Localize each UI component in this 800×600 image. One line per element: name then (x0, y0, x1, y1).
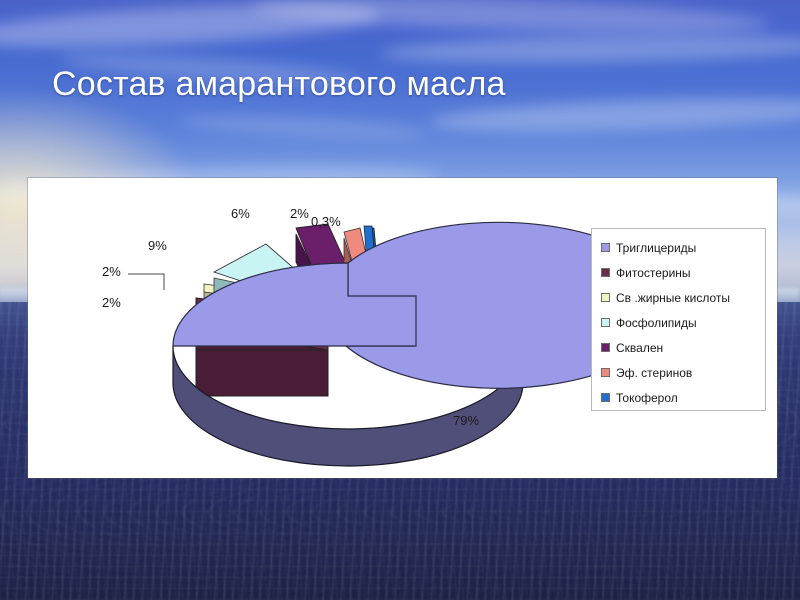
legend-item-sterol-esters[interactable]: Эф. стеринов (601, 360, 765, 385)
slide-title: Состав амарантового масла (52, 65, 506, 103)
legend-swatch-icon (601, 318, 610, 327)
slice-triglycerides (172, 221, 608, 467)
pie-chart: 2% 2% 9% 6% 2% 0,3% 79% (28, 178, 608, 478)
legend-swatch-icon (601, 243, 610, 252)
legend-item-triglycerides[interactable]: Триглицериды (601, 235, 765, 260)
legend-swatch-icon (601, 293, 610, 302)
legend-label: Св .жирные кислоты (616, 290, 730, 305)
legend-label: Сквален (616, 340, 664, 355)
legend-swatch-icon (601, 268, 610, 277)
label-squalene: 6% (231, 206, 250, 221)
chart-legend: Триглицериды Фитостерины Св .жирные кисл… (591, 228, 766, 411)
legend-swatch-icon (601, 393, 610, 402)
legend-swatch-icon (601, 343, 610, 352)
legend-label: Триглицериды (616, 240, 697, 255)
legend-item-phospholipids[interactable]: Фосфолипиды (601, 310, 765, 335)
legend-item-phytosterols[interactable]: Фитостерины (601, 260, 765, 285)
legend-label: Эф. стеринов (616, 365, 693, 380)
label-triglycerides: 79% (453, 413, 480, 428)
legend-label: Фосфолипиды (616, 315, 697, 330)
label-phytosterols: 2% (102, 295, 121, 310)
legend-item-free-fatty-acids[interactable]: Св .жирные кислоты (601, 285, 765, 310)
legend-label: Фитостерины (616, 265, 691, 280)
leader-line-free-fatty-acids (128, 273, 165, 290)
pie-chart-svg (172, 221, 608, 467)
chart-panel: 2% 2% 9% 6% 2% 0,3% 79% Триглицериды Фит… (28, 178, 777, 478)
legend-item-squalene[interactable]: Сквален (601, 335, 765, 360)
label-free-fatty-acids: 2% (102, 264, 121, 279)
legend-label: Токоферол (616, 390, 678, 405)
label-phospholipids: 9% (148, 238, 167, 253)
label-sterol-esters: 2% (290, 206, 309, 221)
legend-swatch-icon (601, 368, 610, 377)
label-tocopherol: 0,3% (311, 214, 341, 229)
legend-item-tocopherol[interactable]: Токоферол (601, 385, 765, 410)
